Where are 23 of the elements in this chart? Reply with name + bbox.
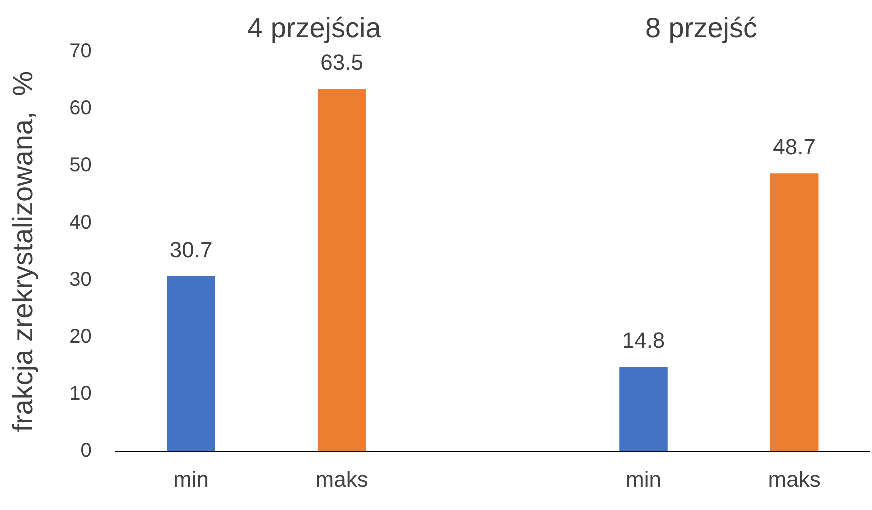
data-label: 30.7 bbox=[170, 237, 213, 262]
bar bbox=[167, 276, 216, 452]
text: 4 przejścia bbox=[247, 12, 382, 44]
y-tick-label: 50 bbox=[70, 154, 92, 177]
y-tick-label: 70 bbox=[70, 40, 92, 63]
y-tick-label: 10 bbox=[70, 383, 92, 406]
bar bbox=[318, 89, 366, 452]
x-tick-label: maks bbox=[768, 466, 821, 492]
y-axis-title: frakcja zrekrystalizowana, % bbox=[8, 71, 39, 432]
data-label: 48.7 bbox=[773, 134, 816, 160]
x-tick-label: maks bbox=[316, 466, 368, 492]
data-label: 63.5 bbox=[320, 50, 364, 76]
bar bbox=[770, 174, 819, 452]
y-tick-label: 40 bbox=[70, 212, 92, 234]
data-label: 14.8 bbox=[622, 328, 666, 354]
y-tick-label: 30 bbox=[70, 268, 92, 291]
y-tick-label: 20 bbox=[70, 326, 92, 348]
y-tick-label: 60 bbox=[70, 98, 92, 120]
text: 8 przejść bbox=[645, 12, 758, 44]
x-tick-label: min bbox=[174, 466, 209, 492]
x-tick-label: min bbox=[626, 466, 662, 492]
bar bbox=[620, 367, 668, 452]
y-tick-label: 0 bbox=[80, 440, 92, 462]
